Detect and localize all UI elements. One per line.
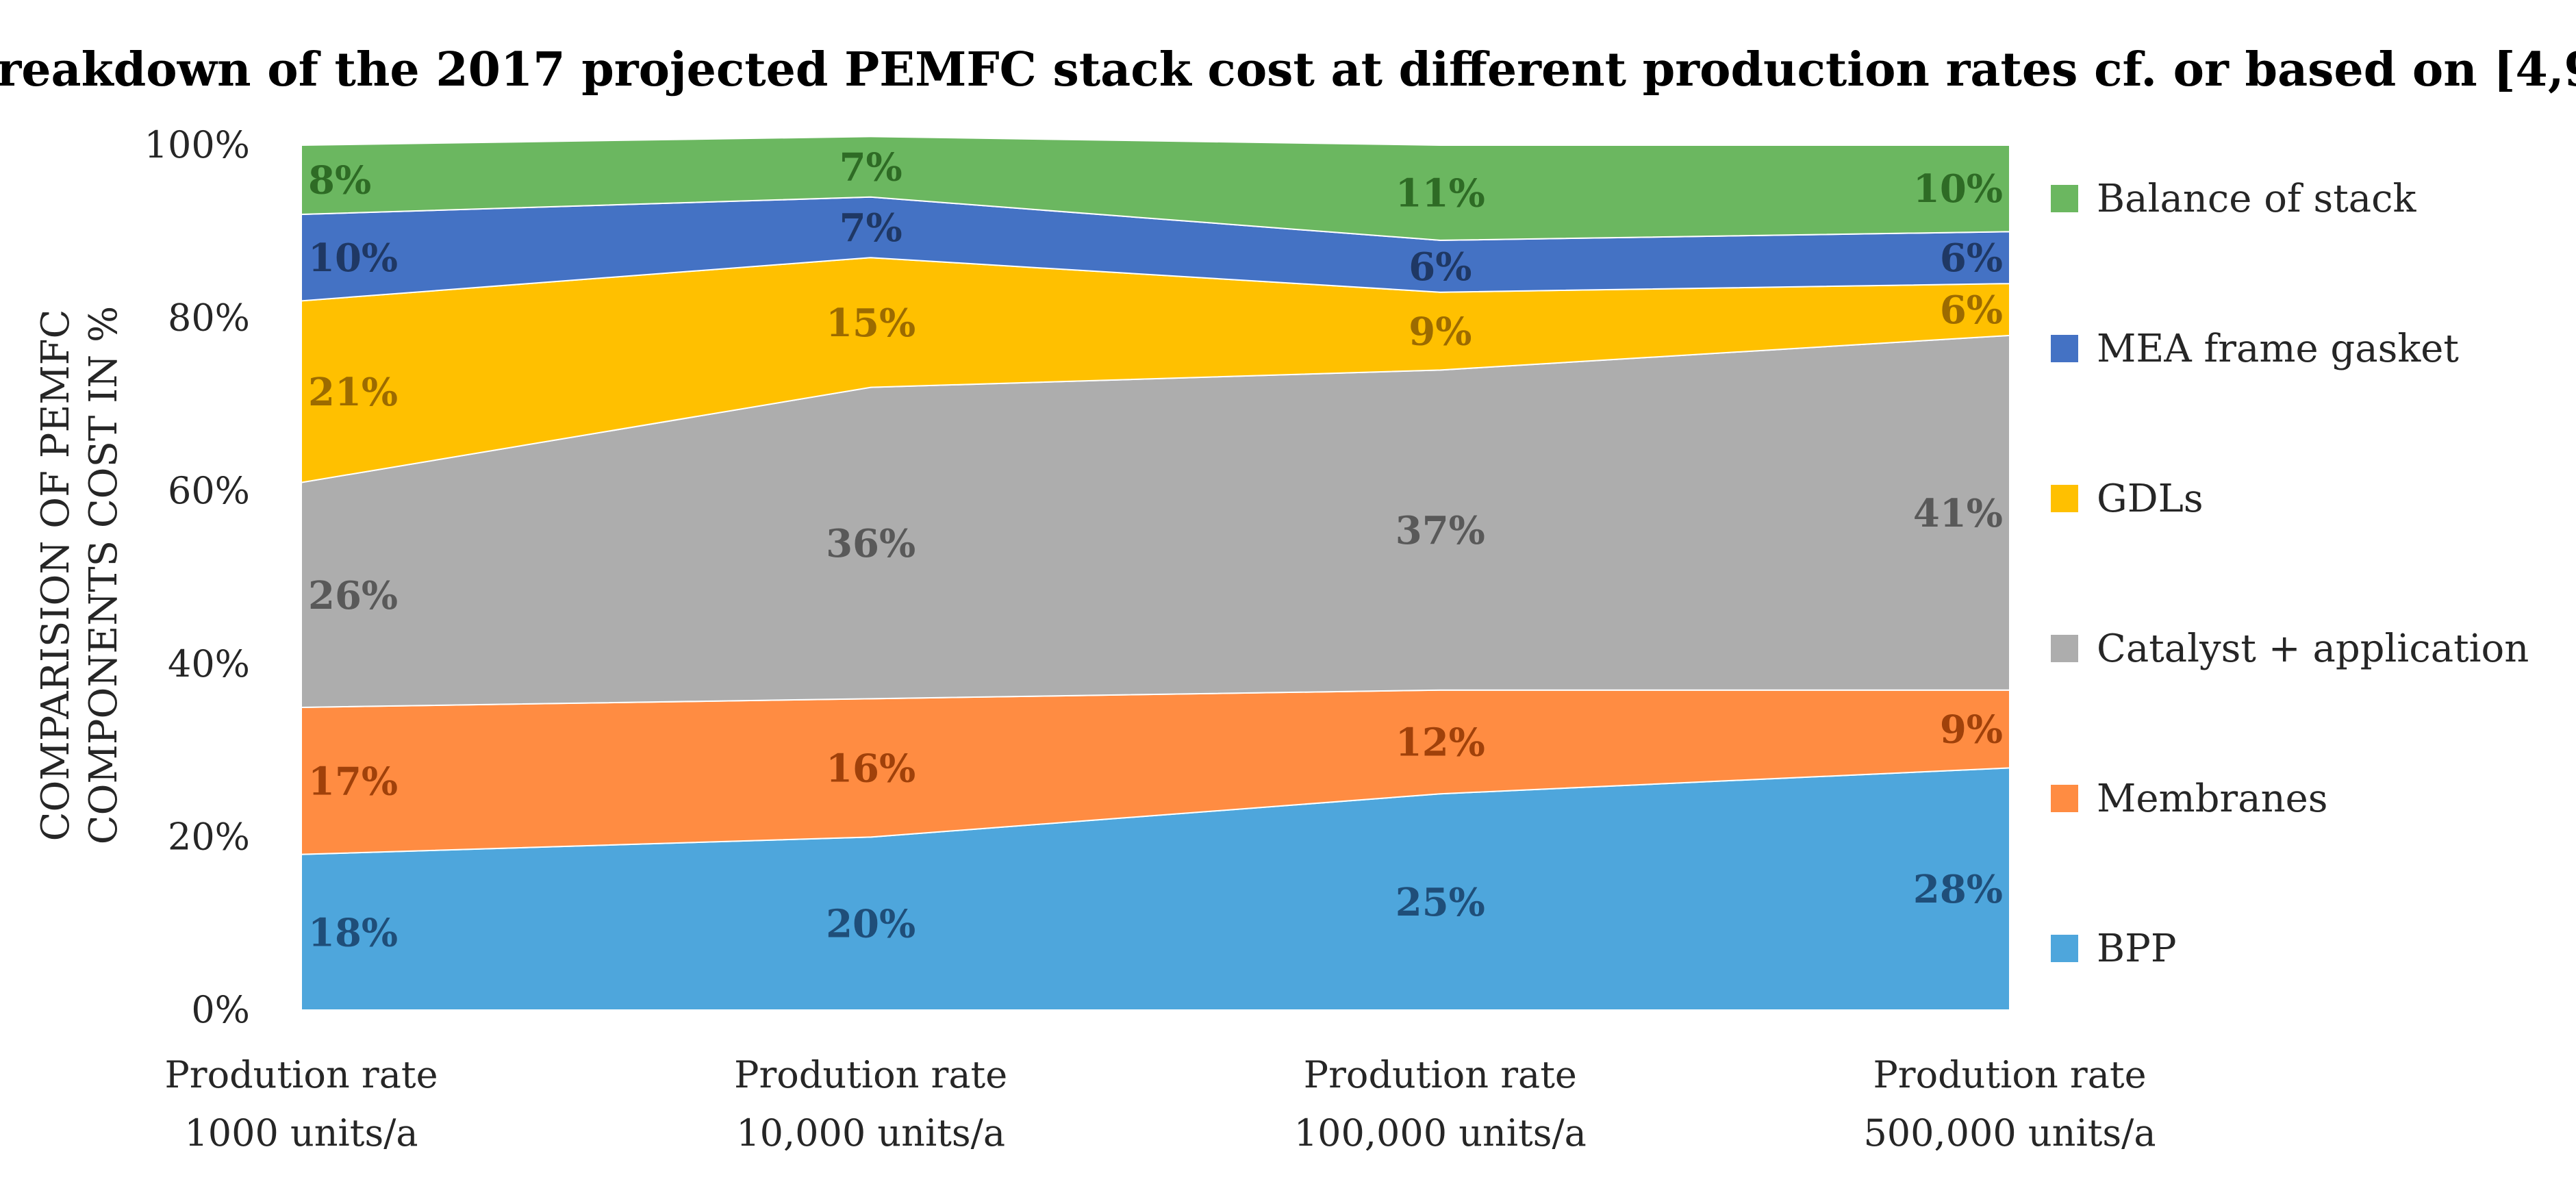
data-label-balance-of-stack: 7%: [839, 145, 902, 190]
data-label-mea-frame-gasket: 6%: [1409, 244, 1472, 290]
legend-swatch-bpp: [2051, 935, 2078, 962]
data-label-balance-of-stack: 8%: [308, 158, 371, 203]
data-label-catalyst-application: 26%: [308, 573, 398, 618]
x-category-label: Prodution rate: [164, 1053, 438, 1096]
y-tick-label: 80%: [168, 297, 250, 340]
data-label-membranes: 17%: [308, 759, 398, 804]
y-axis-ticks: 0% 20% 40% 60% 80% 100%: [144, 123, 250, 1031]
chart-title: Breakdown of the 2017 projected PEMFC st…: [0, 42, 2576, 97]
legend-label-balance-of-stack: Balance of stack: [2097, 177, 2416, 221]
data-label-bpp: 20%: [826, 902, 916, 947]
legend-label-mea-frame-gasket: MEA frame gasket: [2097, 327, 2459, 371]
x-category-label: Prodution rate: [1304, 1053, 1577, 1096]
legend-swatch-catalyst-application: [2051, 635, 2078, 662]
legend-label-membranes: Membranes: [2097, 777, 2328, 821]
data-label-gdls: 6%: [1940, 288, 2003, 333]
x-category-label: 1000 units/a: [184, 1111, 418, 1155]
x-axis-categories: Prodution rate 1000 units/a Prodution rate…: [164, 1053, 2156, 1155]
legend-swatch-membranes: [2051, 785, 2078, 812]
area-balance-of-stack: [301, 136, 2010, 241]
data-label-membranes: 16%: [826, 746, 916, 791]
data-label-bpp: 28%: [1913, 867, 2003, 912]
data-label-catalyst-application: 41%: [1913, 491, 2003, 536]
data-label-bpp: 25%: [1396, 880, 1485, 925]
y-tick-label: 60%: [168, 469, 250, 512]
data-label-mea-frame-gasket: 10%: [308, 236, 398, 281]
data-label-balance-of-stack: 10%: [1913, 166, 2003, 212]
data-label-catalyst-application: 36%: [826, 521, 916, 566]
data-label-membranes: 12%: [1396, 720, 1485, 765]
y-tick-label: 100%: [144, 123, 250, 166]
x-category-label: Prodution rate: [1873, 1053, 2146, 1096]
y-axis-title-line-1: COMPARISION OF PEMFC: [34, 310, 78, 842]
x-category-label: 100,000 units/a: [1294, 1111, 1587, 1155]
data-labels: 18% 20% 25% 28% 17% 16% 12% 9% 26% 36% 37% 41% 21% 15…: [308, 145, 2003, 956]
data-label-gdls: 21%: [308, 370, 398, 415]
data-label-bpp: 18%: [308, 910, 398, 955]
legend-swatch-balance-of-stack: [2051, 185, 2078, 212]
area-series-group: [301, 136, 2010, 1011]
y-axis-title-line-2: COMPONENTS COST IN %: [81, 306, 126, 845]
data-label-gdls: 15%: [826, 301, 916, 346]
x-category-label: Prodution rate: [734, 1053, 1007, 1096]
legend-label-gdls: GDLs: [2097, 477, 2204, 521]
legend-swatch-gdls: [2051, 485, 2078, 512]
y-tick-label: 20%: [168, 815, 250, 858]
x-category-label: 500,000 units/a: [1863, 1111, 2156, 1155]
data-label-balance-of-stack: 11%: [1396, 171, 1485, 216]
y-tick-label: 0%: [191, 988, 250, 1031]
data-label-gdls: 9%: [1409, 310, 1472, 355]
data-label-mea-frame-gasket: 7%: [839, 205, 902, 251]
legend-label-bpp: BPP: [2097, 927, 2177, 971]
data-label-mea-frame-gasket: 6%: [1940, 236, 2003, 281]
data-label-membranes: 9%: [1940, 707, 2003, 753]
data-label-catalyst-application: 37%: [1396, 508, 1485, 553]
legend: Balance of stack MEA frame gasket GDLs Cata…: [2051, 177, 2529, 971]
x-category-label: 10,000 units/a: [736, 1111, 1005, 1155]
y-tick-label: 40%: [168, 642, 250, 685]
legend-label-catalyst-application: Catalyst + application: [2097, 627, 2529, 671]
legend-swatch-mea-frame-gasket: [2051, 335, 2078, 362]
